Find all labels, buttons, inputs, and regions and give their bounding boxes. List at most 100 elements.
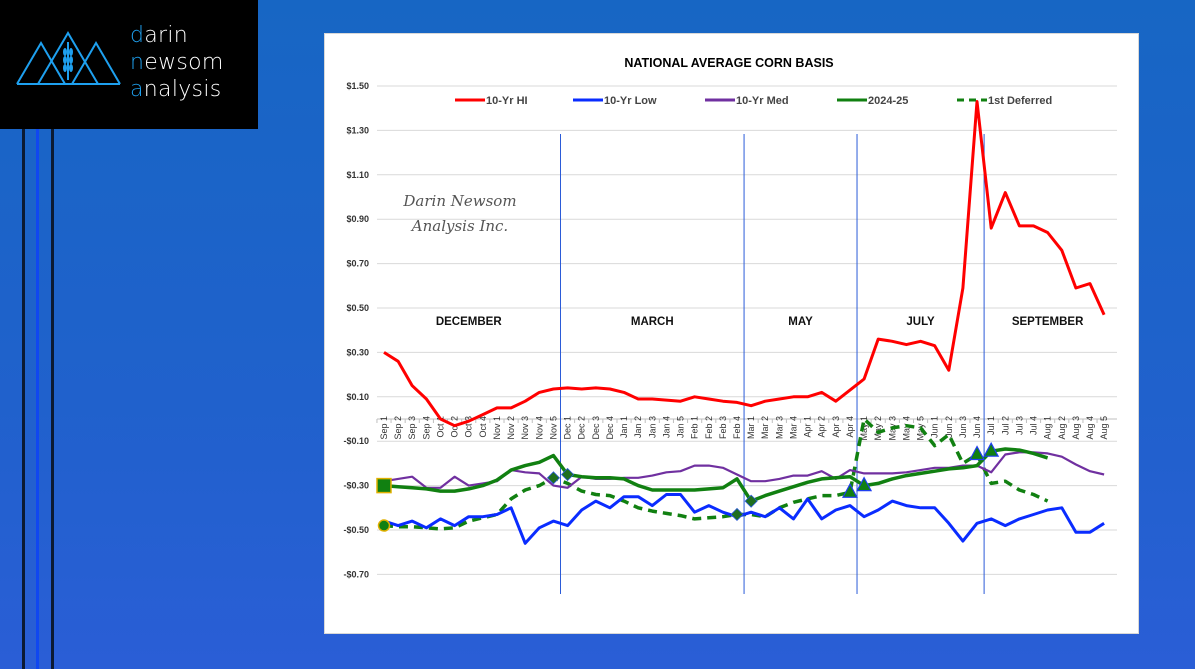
y-tick-label: -$0.10 <box>343 436 369 446</box>
marker-triangle <box>983 441 1000 457</box>
x-tick-label: Dec 2 <box>577 416 587 440</box>
logo-word: nalysis <box>143 77 222 102</box>
watermark-line: Analysis Inc. <box>410 217 508 235</box>
x-tick-label: Sep 1 <box>379 416 389 440</box>
x-tick-label: Sep 3 <box>407 416 417 440</box>
x-tick-label: Nov 2 <box>506 416 516 440</box>
x-tick-label: Mar 1 <box>746 416 756 439</box>
x-tick-label: Apr 3 <box>831 416 841 438</box>
legend-label: 2024-25 <box>868 95 908 107</box>
logo-letter: d <box>130 23 145 48</box>
y-tick-label: $1.10 <box>346 170 369 180</box>
x-tick-label: Jan 2 <box>633 416 643 438</box>
decorative-line <box>22 129 25 669</box>
y-tick-label: -$0.30 <box>343 481 369 491</box>
series-line-hi <box>383 100 1106 428</box>
x-tick-label: Jun 2 <box>944 416 954 438</box>
x-tick-label: Jan 5 <box>676 416 686 438</box>
y-tick-label: $0.90 <box>346 214 369 224</box>
x-tick-label: Oct 4 <box>478 416 488 438</box>
logo-letter: a <box>130 77 144 102</box>
x-tick-label: Oct 3 <box>464 416 474 438</box>
y-tick-label: -$0.70 <box>343 569 369 579</box>
x-tick-label: Jul 2 <box>1000 416 1010 435</box>
x-tick-label: Aug 5 <box>1099 416 1109 440</box>
legend-label: 10-Yr Low <box>604 95 657 107</box>
x-tick-label: Mar 3 <box>774 416 784 439</box>
x-tick-label: Jun 3 <box>958 416 968 438</box>
x-tick-label: Nov 3 <box>520 416 530 440</box>
marker-diamond <box>546 471 561 485</box>
x-tick-label: Apr 2 <box>817 416 827 438</box>
watermark-line: Darin Newsom <box>402 192 516 210</box>
x-tick-label: Nov 5 <box>548 416 558 440</box>
x-tick-label: Dec 4 <box>605 416 615 440</box>
marker-square <box>376 477 392 494</box>
x-tick-label: May 2 <box>873 416 883 441</box>
chart-title: NATIONAL AVERAGE CORN BASIS <box>624 56 833 70</box>
logo-letter: n <box>130 50 145 75</box>
x-tick-label: Dec 3 <box>591 416 601 440</box>
x-tick-label: May 4 <box>901 416 911 441</box>
x-tick-label: Jan 4 <box>661 416 671 438</box>
x-tick-label: Feb 2 <box>704 416 714 439</box>
x-tick-label: Jul 1 <box>986 416 996 435</box>
x-tick-label: Jan 3 <box>647 416 657 438</box>
y-tick-label: $0.70 <box>346 259 369 269</box>
x-tick-label: Mar 4 <box>788 416 798 439</box>
decorative-line <box>51 129 54 669</box>
corn-basis-chart: NATIONAL AVERAGE CORN BASIS $1.50 $1.30 $1… <box>343 56 1117 594</box>
x-tick-label: Sep 4 <box>421 416 431 440</box>
x-tick-label: Jul 4 <box>1029 416 1039 435</box>
marker-triangle <box>969 445 986 461</box>
marker-triangle <box>841 482 858 498</box>
chart-card: NATIONAL AVERAGE CORN BASIS $1.50 $1.30 $1… <box>324 33 1139 634</box>
mountain-wheat-icon <box>16 31 121 85</box>
y-tick-label: $0.10 <box>346 392 369 402</box>
contract-label: DECEMBER <box>436 316 503 328</box>
marker-triangle <box>856 476 873 492</box>
y-tick-label: $0.30 <box>346 347 369 357</box>
brand-logo: darin newsom analysis <box>0 0 258 129</box>
x-tick-label: Apr 1 <box>803 416 813 438</box>
x-tick-label: Feb 4 <box>732 416 742 439</box>
x-tick-label: Nov 4 <box>534 416 544 440</box>
logo-word: ew <box>144 50 177 75</box>
logo-word: arin <box>144 23 189 48</box>
x-tick-label: Aug 2 <box>1057 416 1067 440</box>
x-tick-label: Dec 1 <box>563 416 573 440</box>
y-tick-label: -$0.50 <box>343 525 369 535</box>
x-tick-label: Aug 4 <box>1085 416 1095 440</box>
x-tick-label: Sep 2 <box>393 416 403 440</box>
marker-diamond <box>560 467 575 482</box>
series-line-current <box>383 447 1049 503</box>
marker-diamond <box>730 507 744 522</box>
x-tick-label: Jun 1 <box>930 416 940 438</box>
x-tick-label: Apr 4 <box>845 416 855 438</box>
marker-diamond <box>744 494 758 508</box>
contract-label: SEPTEMBER <box>1012 316 1084 328</box>
x-tick-label: Jan 1 <box>619 416 629 438</box>
x-tick-label: Aug 1 <box>1043 416 1053 440</box>
y-tick-label: $1.30 <box>346 125 369 135</box>
x-tick-label: Oct 1 <box>435 416 445 438</box>
brand-name: darin newsom analysis <box>130 22 224 103</box>
y-tick-label: $0.50 <box>346 303 369 313</box>
legend-label: 10-Yr HI <box>486 95 528 107</box>
x-tick-label: Feb 3 <box>718 416 728 439</box>
contract-label: MARCH <box>631 316 674 328</box>
x-tick-label: Mar 2 <box>760 416 770 439</box>
series-line-low <box>383 493 1105 545</box>
contract-label: JULY <box>906 316 935 328</box>
logo-word: som <box>176 50 224 75</box>
y-tick-label: $1.50 <box>346 81 369 91</box>
x-tick-label: Jun 4 <box>972 416 982 438</box>
legend-label: 10-Yr Med <box>736 95 789 107</box>
decorative-line <box>36 129 39 669</box>
legend-label: 1st Deferred <box>988 95 1052 107</box>
x-tick-label: Aug 3 <box>1071 416 1081 440</box>
marker-circle <box>377 519 391 532</box>
x-tick-label: Nov 1 <box>492 416 502 440</box>
x-tick-label: Feb 1 <box>690 416 700 439</box>
x-tick-label: Jul 3 <box>1014 416 1024 435</box>
